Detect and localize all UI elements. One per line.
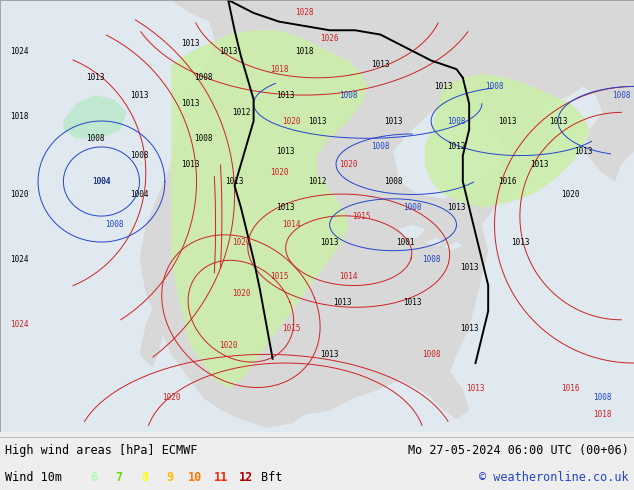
Text: 7: 7 (115, 471, 123, 484)
Text: 1008: 1008 (130, 151, 149, 160)
Text: 1004: 1004 (130, 190, 149, 199)
Text: 1020: 1020 (269, 169, 288, 177)
Polygon shape (139, 268, 178, 368)
Text: 1013: 1013 (548, 117, 567, 125)
Text: 1013: 1013 (181, 160, 200, 169)
Polygon shape (139, 0, 634, 428)
Text: 1014: 1014 (339, 272, 358, 281)
Text: 1008: 1008 (422, 255, 441, 264)
Text: 1020: 1020 (561, 190, 580, 199)
Text: 1013: 1013 (384, 117, 403, 125)
Text: 10: 10 (188, 471, 202, 484)
Text: 1016: 1016 (498, 177, 517, 186)
Polygon shape (425, 74, 590, 207)
Text: 1020: 1020 (10, 190, 29, 199)
Text: 1020: 1020 (219, 341, 238, 350)
Text: 11: 11 (214, 471, 228, 484)
Text: 1020: 1020 (231, 238, 250, 246)
Text: 1013: 1013 (181, 39, 200, 48)
Text: 1013: 1013 (225, 177, 244, 186)
Text: 8: 8 (141, 471, 148, 484)
Text: 1024: 1024 (10, 255, 29, 264)
Polygon shape (399, 225, 425, 238)
Text: 1013: 1013 (181, 99, 200, 108)
Text: 1012: 1012 (447, 143, 466, 151)
Text: 1020: 1020 (282, 117, 301, 125)
Text: 1013: 1013 (276, 91, 295, 99)
Text: 1008: 1008 (485, 82, 504, 91)
Text: 1013: 1013 (320, 350, 339, 359)
Text: 1024: 1024 (10, 48, 29, 56)
Text: 1008: 1008 (339, 91, 358, 99)
Text: 1008: 1008 (384, 177, 403, 186)
Text: 1026: 1026 (320, 34, 339, 44)
Text: 1013: 1013 (320, 238, 339, 246)
Text: 1013: 1013 (371, 60, 390, 69)
FancyBboxPatch shape (0, 0, 634, 432)
Text: 1008: 1008 (371, 143, 390, 151)
Text: 1015: 1015 (282, 324, 301, 333)
Text: 1008: 1008 (612, 91, 631, 99)
Text: 1013: 1013 (460, 324, 479, 333)
Text: 1013: 1013 (434, 82, 453, 91)
Text: 1013: 1013 (447, 203, 466, 212)
Polygon shape (425, 238, 444, 246)
Text: 1020: 1020 (231, 290, 250, 298)
Text: 12: 12 (239, 471, 253, 484)
Text: 1013: 1013 (219, 48, 238, 56)
Text: 1013: 1013 (403, 298, 422, 307)
Polygon shape (393, 104, 507, 199)
Text: 1008: 1008 (193, 74, 212, 82)
Text: 1014: 1014 (282, 220, 301, 229)
Text: 1004: 1004 (92, 177, 111, 186)
Text: 1008: 1008 (105, 220, 124, 229)
Text: 1008: 1008 (193, 134, 212, 143)
Text: Wind 10m: Wind 10m (5, 471, 62, 484)
Text: 1013: 1013 (130, 91, 149, 99)
Text: 1020: 1020 (339, 160, 358, 169)
Text: Mo 27-05-2024 06:00 UTC (00+06): Mo 27-05-2024 06:00 UTC (00+06) (408, 444, 629, 457)
Text: 1012: 1012 (231, 108, 250, 117)
Text: 1013: 1013 (529, 160, 548, 169)
Text: 1018: 1018 (10, 112, 29, 121)
Text: 1008: 1008 (422, 350, 441, 359)
Text: High wind areas [hPa] ECMWF: High wind areas [hPa] ECMWF (5, 444, 197, 457)
Text: 6: 6 (90, 471, 98, 484)
Text: 1015: 1015 (269, 272, 288, 281)
Text: 1013: 1013 (574, 147, 593, 156)
Text: 1015: 1015 (352, 212, 371, 220)
Text: 1024: 1024 (10, 319, 29, 329)
Text: 1008: 1008 (403, 203, 422, 212)
Text: 1008: 1008 (86, 134, 105, 143)
Text: 9: 9 (166, 471, 174, 484)
Text: 1004: 1004 (92, 177, 111, 186)
Text: 1012: 1012 (307, 177, 327, 186)
Text: 1008: 1008 (447, 117, 466, 125)
Text: Bft: Bft (261, 471, 282, 484)
Polygon shape (63, 95, 127, 138)
Text: 1013: 1013 (276, 147, 295, 156)
Text: © weatheronline.co.uk: © weatheronline.co.uk (479, 471, 629, 484)
Text: 1016: 1016 (561, 385, 580, 393)
Text: 1028: 1028 (295, 8, 314, 18)
Text: 1013: 1013 (333, 298, 352, 307)
Text: 1013: 1013 (276, 203, 295, 212)
Text: 1013: 1013 (466, 385, 485, 393)
Polygon shape (171, 30, 368, 389)
Text: 1018: 1018 (295, 48, 314, 56)
Text: 1013: 1013 (510, 238, 529, 246)
Text: 1008: 1008 (593, 393, 612, 402)
Text: 1013: 1013 (460, 264, 479, 272)
Text: 1013: 1013 (498, 117, 517, 125)
Text: 1018: 1018 (593, 411, 612, 419)
Polygon shape (444, 242, 463, 251)
Text: 1001: 1001 (396, 238, 415, 246)
Text: 1013: 1013 (86, 74, 105, 82)
Text: 1018: 1018 (269, 65, 288, 74)
Text: 1020: 1020 (162, 393, 181, 402)
Text: 1013: 1013 (307, 117, 327, 125)
